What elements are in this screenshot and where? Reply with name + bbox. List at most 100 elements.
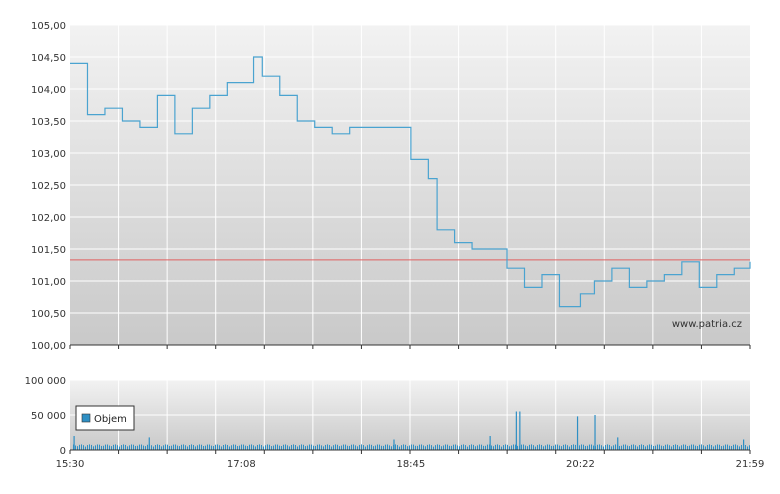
- volume-bar: [375, 445, 376, 450]
- volume-bar: [709, 444, 710, 450]
- volume-bar: [281, 445, 282, 450]
- volume-bar: [141, 444, 142, 450]
- volume-bar: [689, 445, 690, 450]
- volume-bar: [219, 445, 220, 450]
- volume-bar: [183, 444, 184, 450]
- volume-bar: [207, 444, 208, 450]
- volume-bar: [611, 446, 612, 450]
- volume-bar: [585, 445, 586, 450]
- volume-bar: [487, 444, 488, 450]
- volume-bar: [387, 444, 388, 450]
- volume-bar: [173, 444, 174, 450]
- volume-bar: [497, 444, 498, 450]
- volume-bar: [135, 445, 136, 450]
- volume-bar: [373, 446, 374, 450]
- volume-bar: [683, 444, 684, 450]
- volume-bar: [179, 446, 180, 450]
- volume-bar: [147, 444, 148, 450]
- volume-bar: [151, 445, 152, 450]
- volume-bar: [485, 445, 486, 450]
- volume-bar: [309, 444, 310, 450]
- volume-x-ticks: [69, 450, 751, 454]
- volume-bar: [315, 445, 316, 450]
- volume-bar: [475, 446, 476, 450]
- volume-bar: [391, 446, 392, 450]
- volume-bar: [343, 444, 344, 450]
- volume-bar: [345, 444, 346, 450]
- volume-bar: [273, 445, 274, 450]
- volume-bar: [447, 444, 448, 450]
- volume-bar: [731, 445, 732, 450]
- volume-bar: [211, 445, 212, 450]
- volume-bar: [537, 445, 538, 450]
- volume-bar: [669, 445, 670, 450]
- volume-bar: [449, 445, 450, 450]
- volume-y-tick-label: 100 000: [25, 376, 66, 387]
- volume-bar-spike: [617, 437, 619, 450]
- volume-bar: [255, 446, 256, 450]
- volume-bar: [239, 445, 240, 450]
- volume-bar: [495, 444, 496, 450]
- volume-bar: [679, 446, 680, 450]
- volume-bar: [111, 446, 112, 450]
- volume-bar: [125, 444, 126, 450]
- volume-bar: [293, 444, 294, 450]
- volume-bar: [259, 444, 260, 450]
- volume-bar-spike: [515, 411, 517, 450]
- volume-bar: [323, 446, 324, 450]
- volume-bar-spike: [393, 439, 395, 450]
- volume-bar: [699, 444, 700, 450]
- volume-bar: [509, 446, 510, 450]
- volume-bar: [133, 444, 134, 450]
- volume-bar: [129, 445, 130, 450]
- x-tick-label: 17:08: [227, 459, 256, 470]
- volume-bar: [311, 444, 312, 450]
- volume-bar: [229, 446, 230, 450]
- volume-bar: [697, 446, 698, 450]
- volume-bar: [123, 444, 124, 450]
- volume-bar: [591, 444, 592, 450]
- volume-bar: [431, 445, 432, 450]
- volume-bar: [321, 445, 322, 450]
- volume-bar: [339, 446, 340, 450]
- volume-bar: [221, 446, 222, 450]
- volume-bar: [347, 445, 348, 450]
- volume-bar: [143, 445, 144, 450]
- volume-bar: [627, 445, 628, 450]
- volume-bar: [363, 445, 364, 450]
- volume-bar: [429, 444, 430, 450]
- volume-bar: [79, 444, 80, 450]
- volume-bar-spike: [743, 439, 745, 450]
- legend-label-objem: Objem: [94, 414, 127, 425]
- volume-bar: [467, 446, 468, 450]
- volume-bar: [737, 445, 738, 450]
- volume-bar: [549, 444, 550, 450]
- volume-bar: [739, 446, 740, 450]
- volume-bar: [277, 444, 278, 450]
- volume-bar-spike: [489, 436, 491, 450]
- volume-bar: [421, 444, 422, 450]
- volume-bar: [553, 445, 554, 450]
- volume-bar: [481, 444, 482, 450]
- volume-bar: [89, 444, 90, 450]
- volume-bar: [325, 444, 326, 450]
- volume-bar: [417, 445, 418, 450]
- volume-bar: [291, 444, 292, 450]
- volume-bar: [395, 444, 396, 450]
- volume-y-tick-label: 0: [60, 446, 66, 457]
- volume-bar: [685, 444, 686, 450]
- volume-bar: [397, 445, 398, 450]
- volume-bar: [437, 444, 438, 450]
- volume-bar: [727, 444, 728, 450]
- volume-panel: 100 000 50 000 0 Objem: [25, 376, 751, 457]
- volume-bar: [337, 444, 338, 450]
- volume-bar: [489, 444, 490, 450]
- volume-bar: [423, 445, 424, 450]
- price-y-tick-label: 101,50: [31, 245, 66, 256]
- volume-bar: [465, 445, 466, 450]
- volume-bar: [435, 445, 436, 450]
- volume-bar: [399, 446, 400, 450]
- volume-bar: [543, 446, 544, 450]
- watermark-text: www.patria.cz: [672, 319, 742, 330]
